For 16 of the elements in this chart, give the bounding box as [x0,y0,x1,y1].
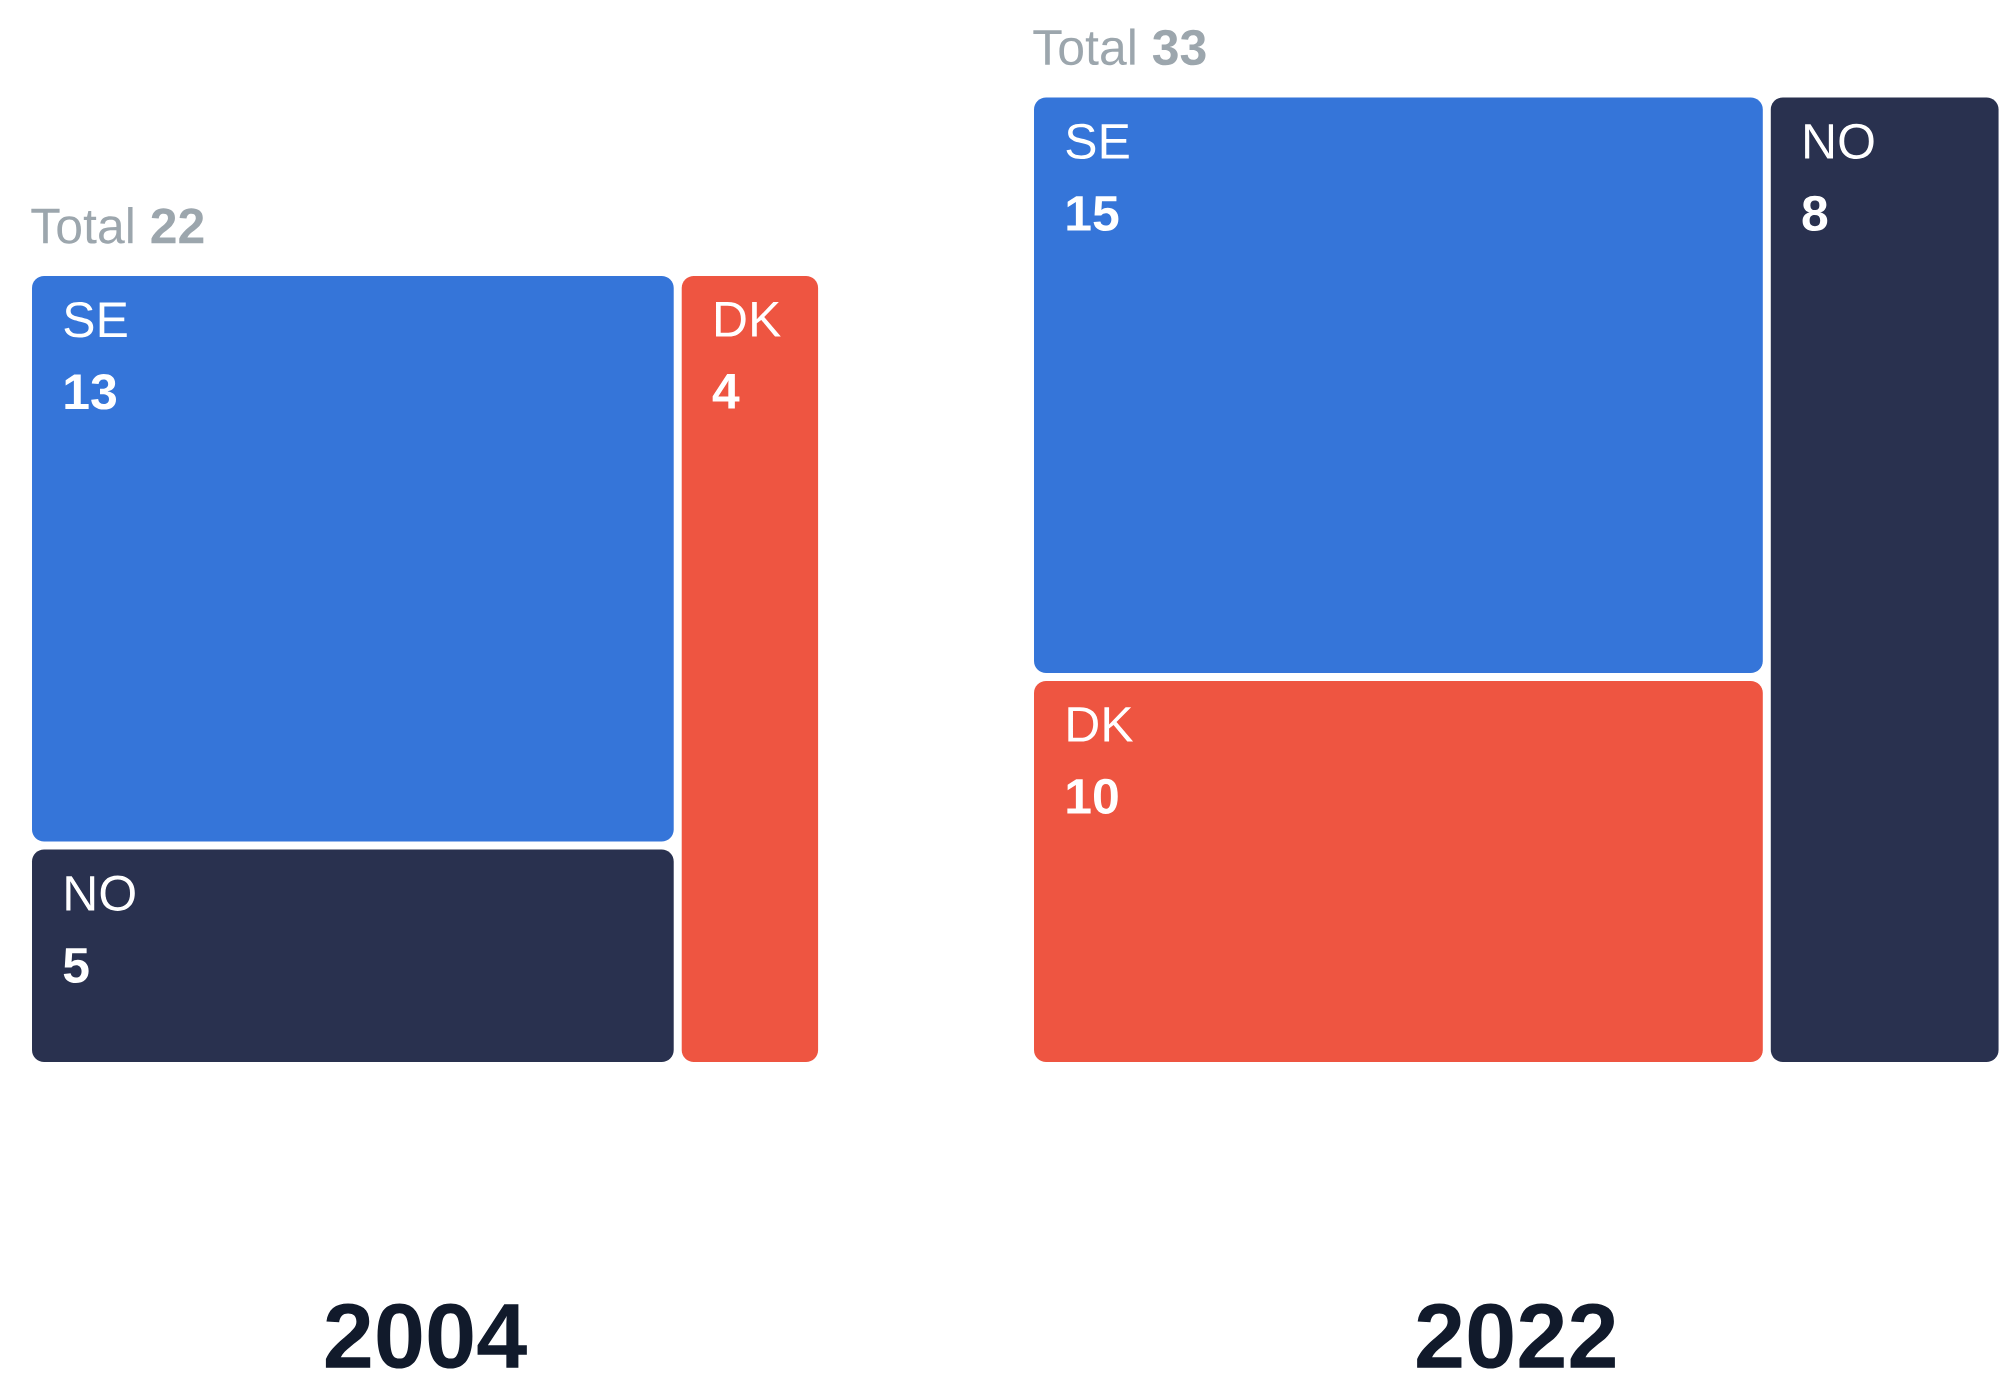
data-label: 15 [1067,196,1119,232]
category-label: SE [64,302,127,338]
data-label: 4 [712,374,740,409]
data-label: 10 [1067,778,1118,815]
text: 2022 [1417,1303,1615,1369]
data-label: 8 [1802,195,1828,232]
category-label: DK [1068,707,1134,742]
category-label: DK [716,302,781,337]
category-label: NO [1805,123,1874,160]
text: 2004 [325,1303,527,1369]
text: Total 33 [1033,28,1206,66]
data-label: 13 [65,374,117,410]
data-label: 5 [63,948,89,984]
text: Total 22 [31,206,204,244]
category-label: NO [66,875,135,912]
category-label: SE [1066,123,1129,160]
